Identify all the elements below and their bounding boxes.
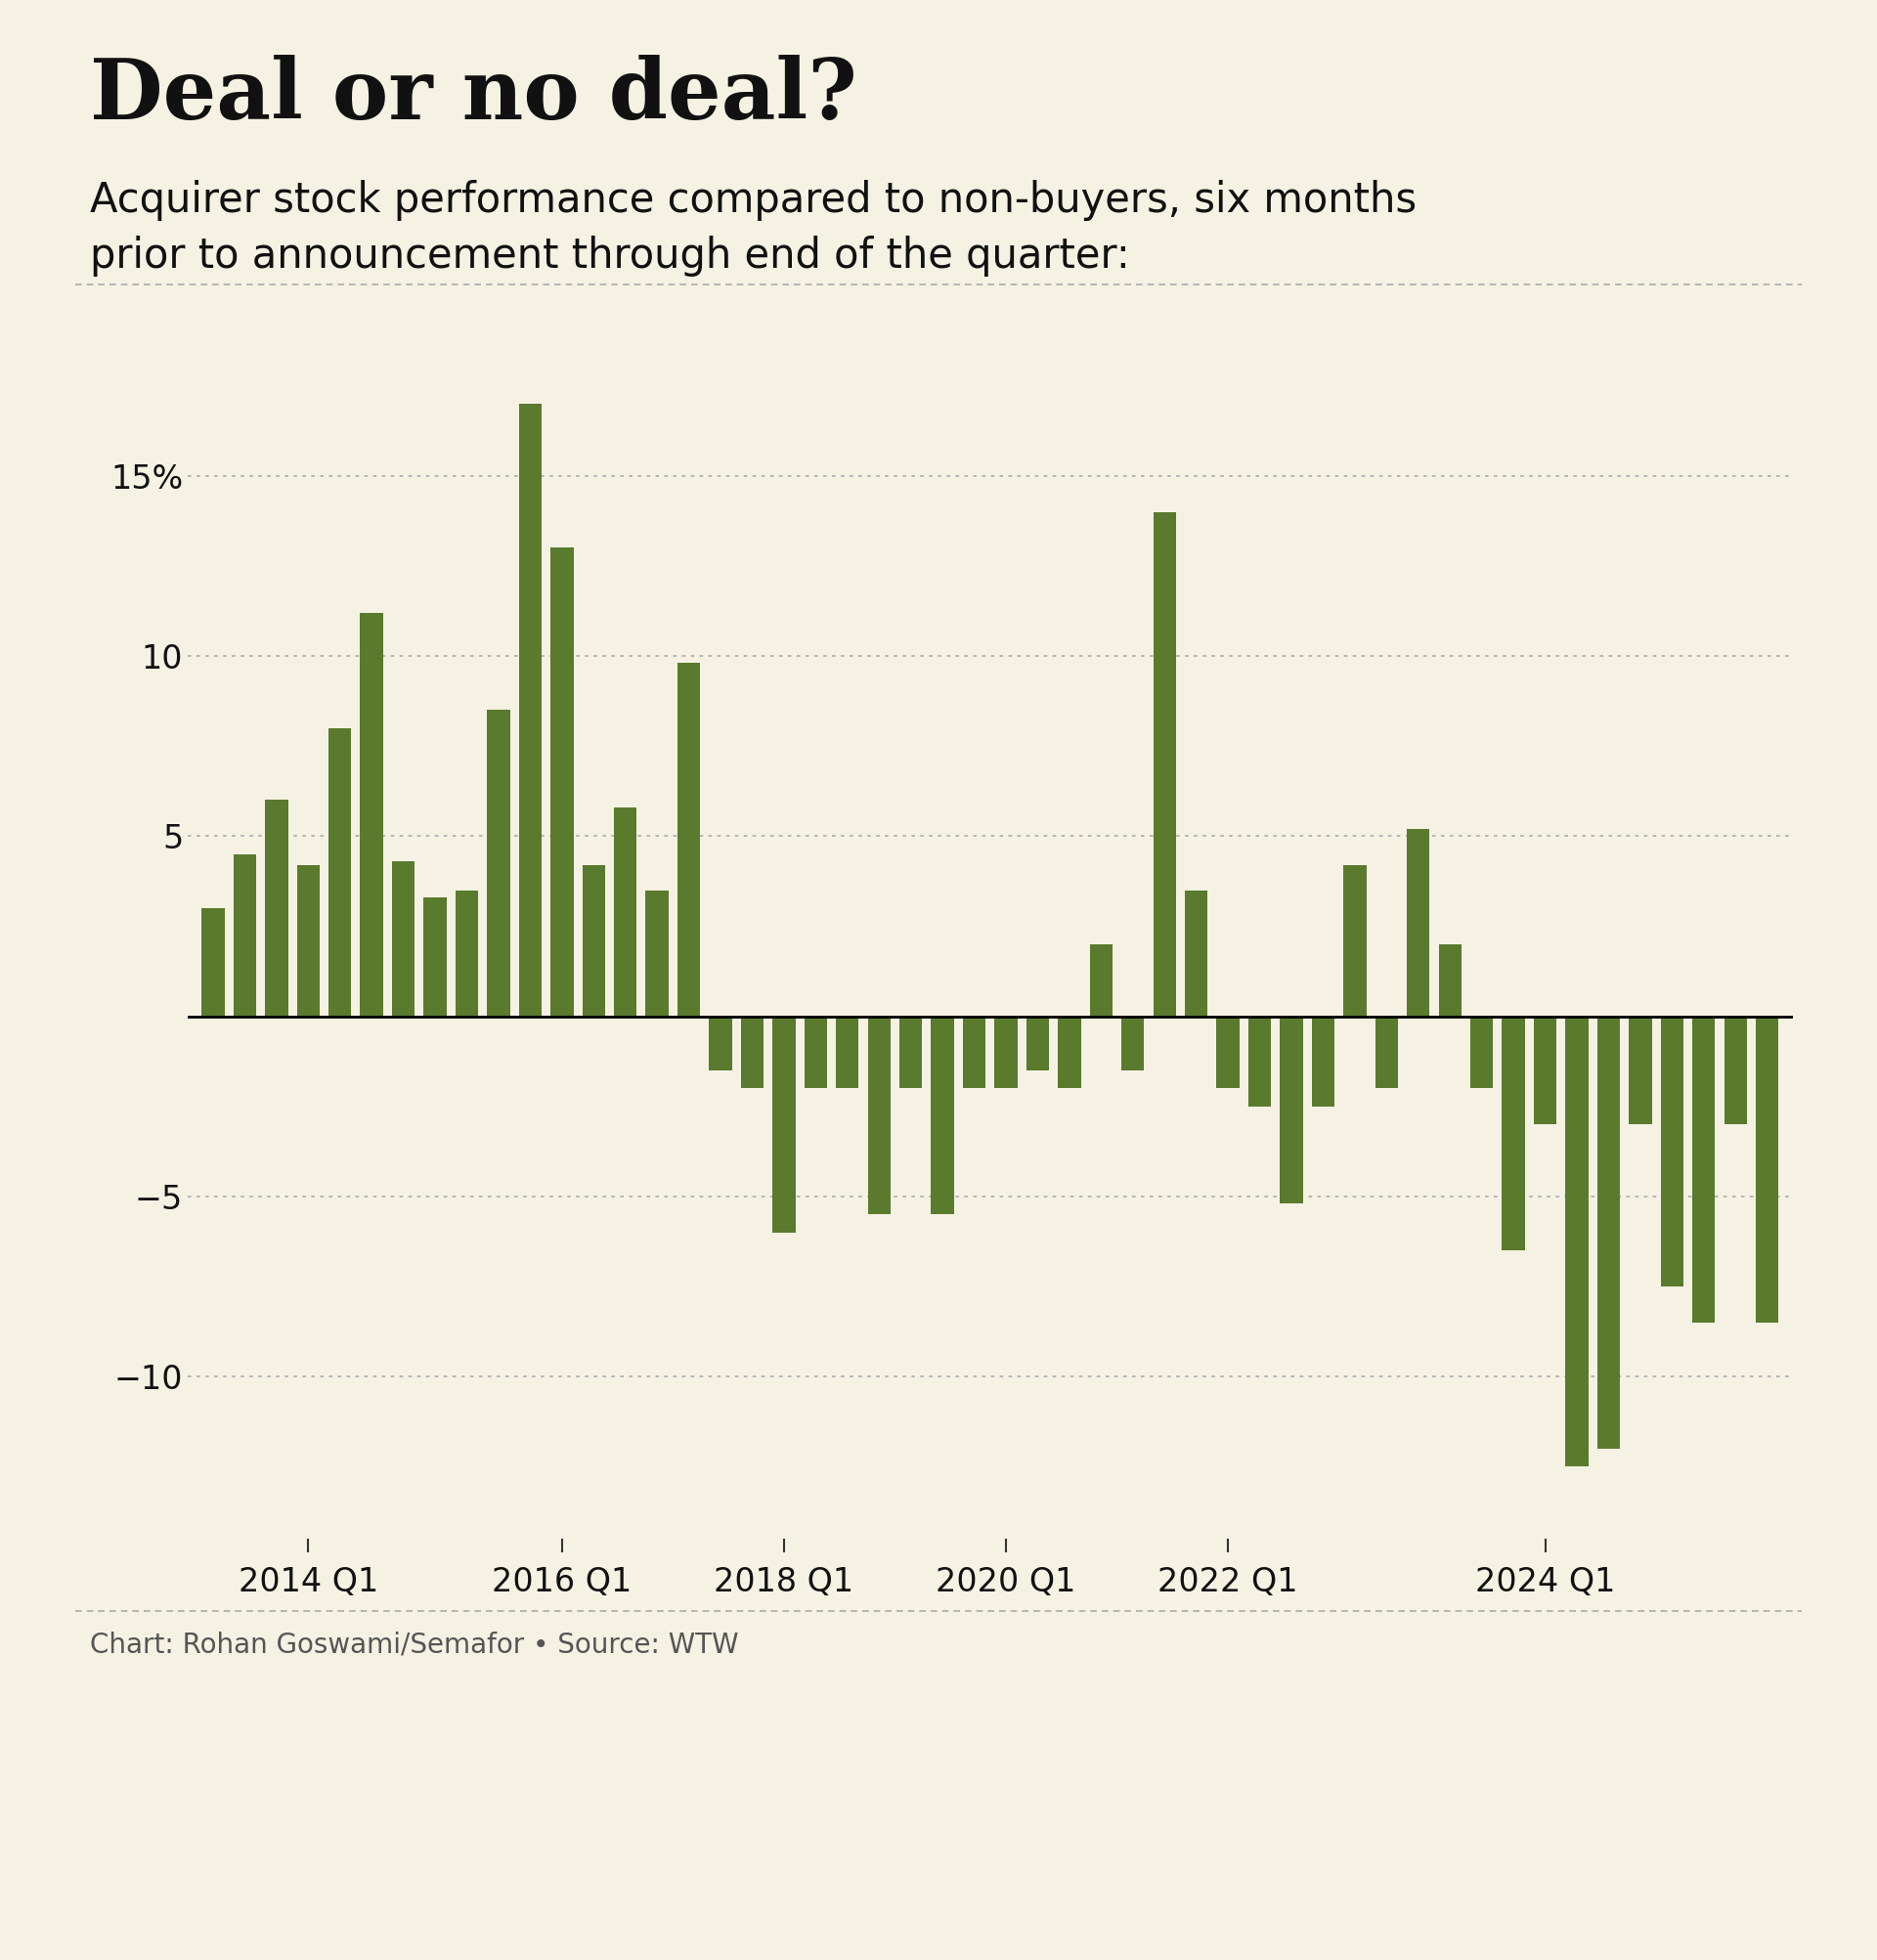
Bar (265, 800, 287, 1015)
Bar (1755, 1015, 1779, 1323)
Bar (1091, 945, 1113, 1015)
Bar (582, 864, 604, 1015)
Bar (456, 890, 479, 1015)
Bar (1534, 1015, 1556, 1125)
Bar (1376, 1015, 1398, 1088)
Bar (1438, 945, 1462, 1015)
Bar (392, 860, 415, 1015)
Bar (867, 1015, 890, 1215)
Bar (1344, 864, 1366, 1015)
Bar (1059, 1015, 1081, 1088)
Bar (328, 727, 351, 1015)
Text: Chart: Rohan Goswami/Semafor • Source: WTW: Chart: Rohan Goswami/Semafor • Source: W… (90, 1631, 740, 1658)
Text: Acquirer stock performance compared to non-buyers, six months
prior to announcem: Acquirer stock performance compared to n… (90, 180, 1417, 276)
Bar (614, 808, 636, 1015)
Bar (360, 613, 383, 1015)
Bar (646, 890, 668, 1015)
Bar (1152, 512, 1177, 1015)
Bar (1565, 1015, 1588, 1466)
Bar (773, 1015, 796, 1233)
Bar (835, 1015, 860, 1088)
Bar (803, 1015, 828, 1088)
Bar (1408, 829, 1430, 1015)
Bar (1661, 1015, 1684, 1286)
Bar (931, 1015, 954, 1215)
Bar (518, 404, 542, 1015)
Bar (1597, 1015, 1620, 1448)
Bar (1280, 1015, 1303, 1203)
Bar (741, 1015, 764, 1088)
Bar (1216, 1015, 1239, 1088)
Bar (899, 1015, 922, 1088)
Bar (233, 855, 255, 1015)
Bar (1629, 1015, 1652, 1125)
Bar (678, 662, 700, 1015)
Bar (488, 710, 511, 1015)
Bar (1184, 890, 1207, 1015)
Bar (297, 864, 319, 1015)
Bar (710, 1015, 732, 1070)
Bar (1121, 1015, 1145, 1070)
Bar (963, 1015, 985, 1088)
Bar (201, 907, 225, 1015)
Bar (1470, 1015, 1492, 1088)
Bar (424, 898, 447, 1015)
Bar (1027, 1015, 1049, 1070)
Bar (1248, 1015, 1271, 1105)
Text: SEMAFOR: SEMAFOR (141, 1797, 454, 1850)
Bar (1725, 1015, 1747, 1125)
Bar (1502, 1015, 1524, 1250)
Text: Deal or no deal?: Deal or no deal? (90, 55, 858, 137)
Bar (550, 547, 572, 1015)
Bar (995, 1015, 1017, 1088)
Bar (1693, 1015, 1716, 1323)
Bar (1312, 1015, 1335, 1105)
